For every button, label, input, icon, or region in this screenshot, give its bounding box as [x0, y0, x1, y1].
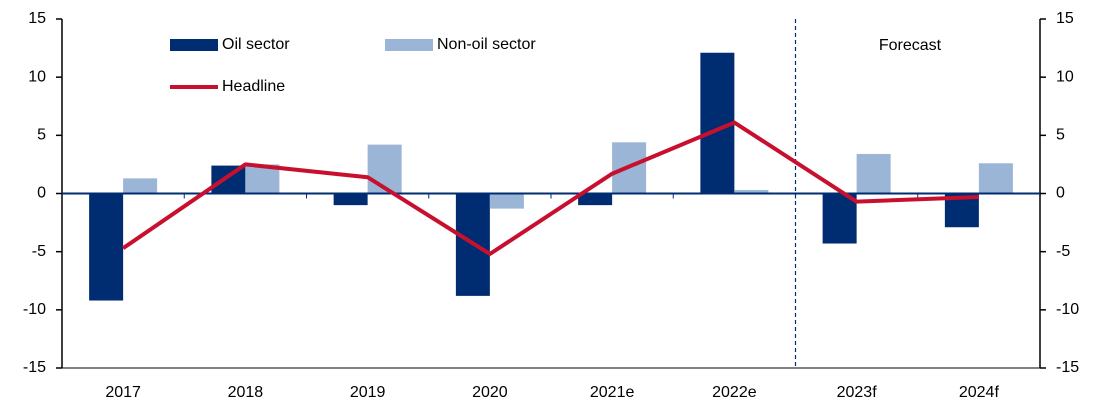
y-tick-label: 0	[37, 185, 46, 202]
bar	[489, 193, 524, 209]
y-tick-label: 10	[28, 68, 46, 85]
bar	[367, 144, 402, 194]
bar	[734, 190, 769, 194]
x-tick-label: 2018	[228, 384, 264, 401]
x-tick-label: 2022e	[712, 384, 757, 401]
line	[121, 120, 979, 256]
bar	[123, 178, 158, 194]
x-tick-label: 2017	[105, 384, 141, 401]
legend-label: Non-oil sector	[437, 36, 536, 53]
y-tick-label: -10	[23, 301, 46, 318]
x-tick-label: 2020	[472, 384, 508, 401]
y2-tick-label: -15	[1056, 359, 1079, 376]
x-tick-label: 2021e	[590, 384, 635, 401]
x-tick-label: 2019	[350, 384, 386, 401]
y-tick-label: 5	[37, 127, 46, 144]
y-tick-label: -5	[32, 243, 46, 260]
y-tick-label: -15	[23, 359, 46, 376]
legend-swatch	[170, 39, 218, 51]
bar	[856, 153, 891, 194]
bar	[89, 193, 124, 301]
legend-label: Oil sector	[222, 36, 290, 53]
x-tick-label: 2023f	[837, 384, 878, 401]
y2-tick-label: 0	[1056, 185, 1065, 202]
y2-tick-label: 15	[1056, 10, 1074, 27]
x-tick-label: 2024f	[959, 384, 1000, 401]
y2-tick-label: -10	[1056, 301, 1079, 318]
bar	[822, 193, 857, 244]
y2-tick-label: 10	[1056, 68, 1074, 85]
y-tick-label: 15	[28, 10, 46, 27]
forecast-label: Forecast	[879, 37, 942, 54]
legend-label: Headline	[222, 78, 285, 95]
bar	[978, 163, 1013, 194]
bar	[578, 193, 613, 206]
bar	[333, 193, 368, 206]
y2-tick-label: 5	[1056, 127, 1065, 144]
legend-swatch	[385, 39, 433, 51]
y2-tick-label: -5	[1056, 243, 1070, 260]
